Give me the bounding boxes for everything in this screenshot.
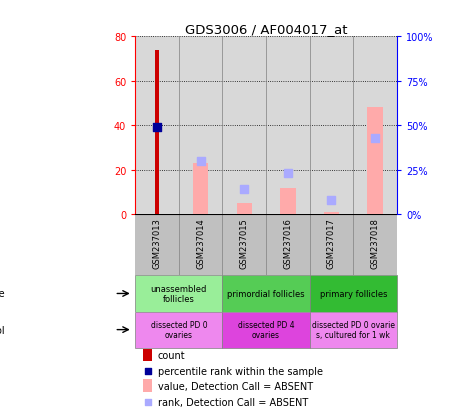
Text: protocol: protocol — [0, 325, 5, 335]
Text: dissected PD 0
ovaries: dissected PD 0 ovaries — [151, 320, 207, 339]
Text: dissected PD 4
ovaries: dissected PD 4 ovaries — [238, 320, 295, 339]
Point — [372, 135, 379, 142]
Point — [197, 158, 204, 165]
Bar — [368, 108, 383, 215]
Bar — [155, 50, 159, 215]
Text: GSM237016: GSM237016 — [283, 218, 292, 268]
Bar — [280, 188, 295, 215]
Text: GSM237017: GSM237017 — [327, 218, 336, 268]
Point — [241, 187, 248, 193]
Title: GDS3006 / AF004017_at: GDS3006 / AF004017_at — [185, 23, 347, 36]
Bar — [237, 204, 252, 215]
Bar — [135, 276, 222, 312]
Point — [374, 309, 382, 315]
Text: count: count — [157, 350, 185, 360]
Point — [328, 197, 335, 204]
Text: GSM237018: GSM237018 — [371, 218, 380, 268]
Bar — [143, 380, 152, 392]
Bar — [222, 276, 310, 312]
Point — [153, 124, 161, 131]
Text: percentile rank within the sample: percentile rank within the sample — [157, 366, 322, 376]
Text: GSM237014: GSM237014 — [196, 218, 205, 268]
Text: development stage: development stage — [0, 289, 5, 299]
Text: dissected PD 0 ovarie
s, cultured for 1 wk: dissected PD 0 ovarie s, cultured for 1 … — [312, 320, 395, 339]
Point — [374, 31, 382, 38]
Text: value, Detection Call = ABSENT: value, Detection Call = ABSENT — [157, 381, 313, 391]
Text: primary follicles: primary follicles — [319, 289, 387, 298]
Bar — [135, 312, 222, 348]
Text: rank, Detection Call = ABSENT: rank, Detection Call = ABSENT — [157, 396, 308, 406]
Bar — [193, 164, 208, 215]
Bar — [222, 312, 310, 348]
Text: primordial follicles: primordial follicles — [227, 289, 305, 298]
Text: GSM237013: GSM237013 — [152, 218, 161, 268]
Bar — [324, 212, 339, 215]
Bar — [143, 349, 152, 361]
Point — [284, 171, 291, 177]
Text: unassembled
follicles: unassembled follicles — [151, 284, 207, 304]
Bar — [310, 276, 397, 312]
Bar — [310, 312, 397, 348]
Text: GSM237015: GSM237015 — [240, 218, 249, 268]
